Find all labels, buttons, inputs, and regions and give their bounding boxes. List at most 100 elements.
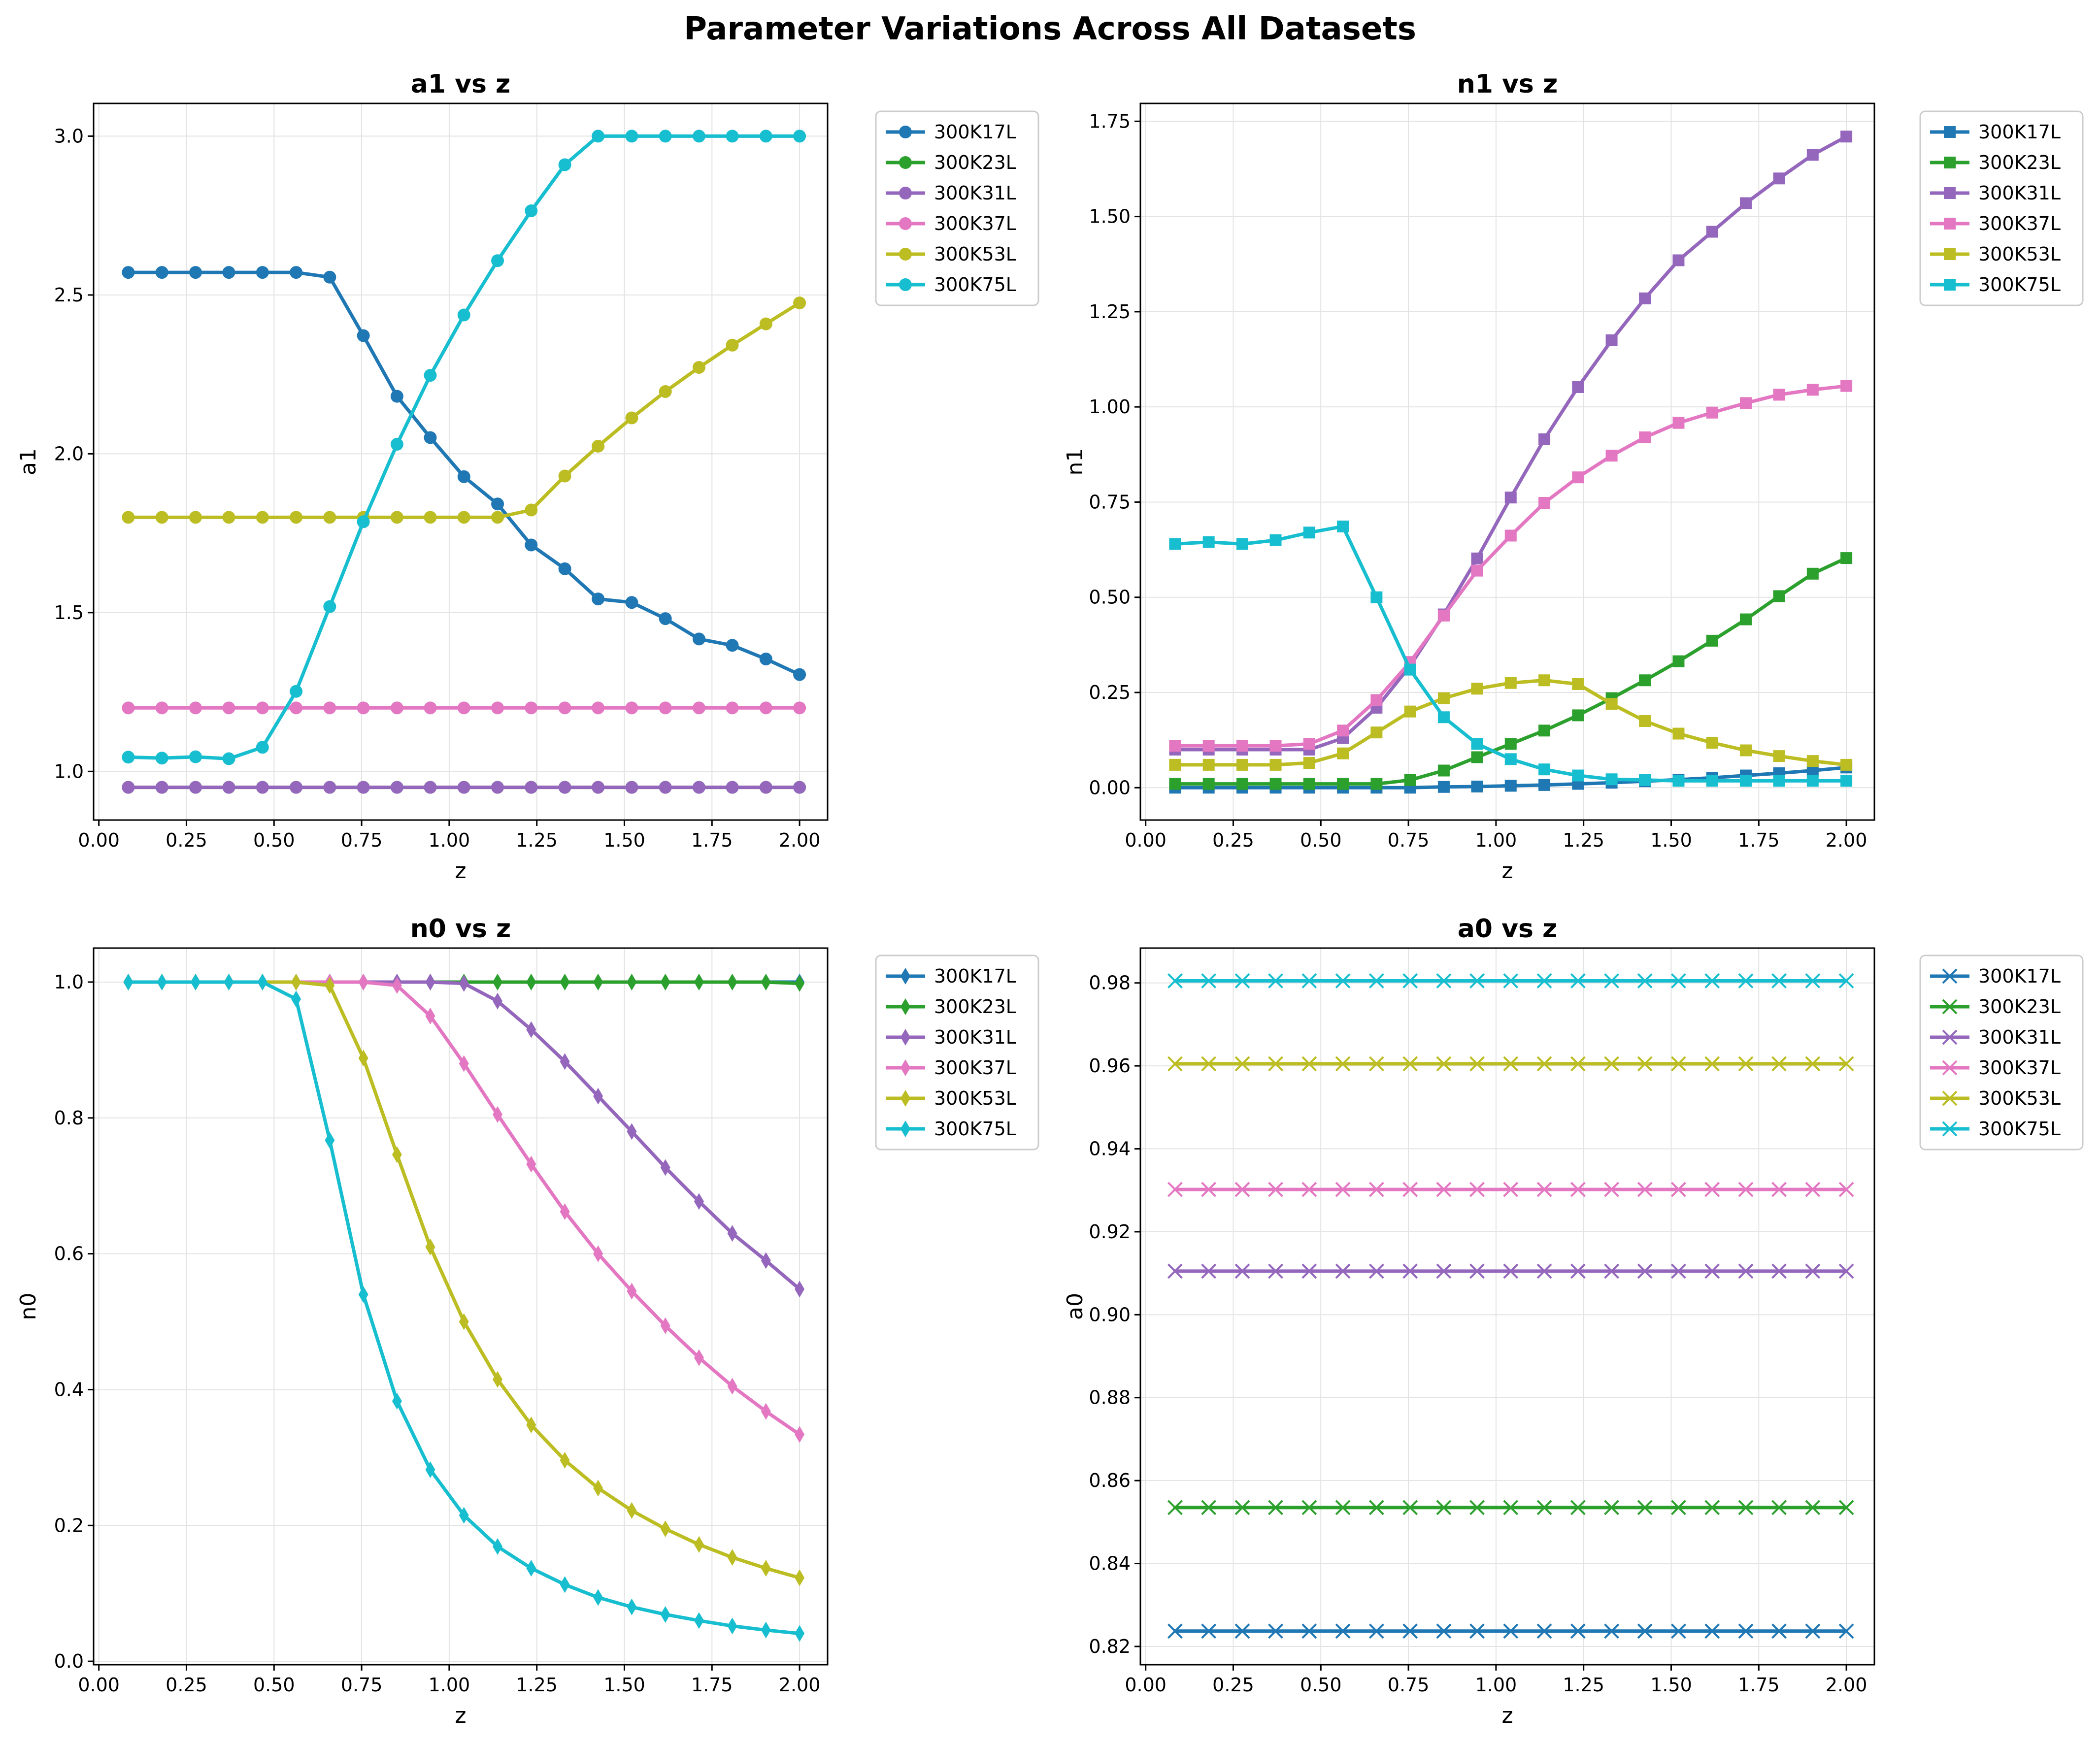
legend-marker bbox=[900, 998, 910, 1015]
data-point bbox=[493, 1371, 503, 1388]
x-axis-label: z bbox=[1501, 858, 1513, 884]
y-tick-label: 0.00 bbox=[1089, 777, 1131, 798]
x-tick-label: 1.75 bbox=[691, 1674, 733, 1696]
data-point bbox=[1202, 778, 1215, 790]
data-point bbox=[493, 1538, 503, 1555]
data-point bbox=[1368, 973, 1384, 988]
data-point bbox=[1169, 740, 1181, 752]
data-point bbox=[257, 973, 267, 990]
data-point bbox=[1604, 1263, 1620, 1279]
data-point bbox=[1471, 780, 1483, 792]
y-tick-label: 0.82 bbox=[1089, 1636, 1131, 1657]
data-point bbox=[1504, 529, 1517, 542]
data-point bbox=[290, 266, 303, 279]
data-point bbox=[1236, 538, 1248, 550]
y-tick-label: 0.94 bbox=[1089, 1138, 1131, 1160]
series-line bbox=[126, 980, 801, 1636]
series-300K37L bbox=[1169, 380, 1853, 752]
data-point bbox=[323, 600, 336, 613]
data-point bbox=[1167, 1500, 1183, 1515]
data-point bbox=[1672, 417, 1685, 429]
data-point bbox=[457, 511, 470, 524]
data-point bbox=[1672, 775, 1685, 787]
data-point bbox=[1469, 1500, 1485, 1515]
data-point bbox=[1536, 1263, 1552, 1279]
axes-frame bbox=[1139, 102, 1875, 821]
data-point bbox=[660, 1317, 670, 1334]
data-point bbox=[1706, 226, 1718, 238]
data-point bbox=[761, 1252, 771, 1269]
data-point bbox=[793, 130, 806, 143]
data-point bbox=[593, 1245, 603, 1262]
legend-marker bbox=[899, 248, 912, 261]
data-point bbox=[560, 1203, 570, 1220]
data-point bbox=[425, 1238, 435, 1255]
data-point bbox=[1536, 1182, 1552, 1197]
data-point bbox=[659, 385, 672, 398]
data-point bbox=[627, 1598, 637, 1615]
data-point bbox=[290, 511, 303, 524]
series-300K23L bbox=[1169, 552, 1853, 790]
data-point bbox=[659, 612, 672, 625]
data-point bbox=[659, 781, 672, 794]
data-point bbox=[1471, 738, 1483, 750]
data-point bbox=[189, 511, 202, 524]
legend-label: 300K53L bbox=[934, 243, 1016, 265]
data-point bbox=[357, 781, 370, 794]
legend-frame bbox=[875, 110, 1039, 306]
data-point bbox=[256, 741, 269, 754]
series-300K53L bbox=[1169, 674, 1853, 771]
data-point bbox=[189, 750, 202, 763]
legend-label: 300K31L bbox=[1978, 1026, 2061, 1048]
data-point bbox=[1739, 397, 1752, 409]
data-point bbox=[560, 1451, 570, 1469]
data-point bbox=[1503, 1263, 1519, 1279]
data-point bbox=[392, 977, 402, 994]
data-point bbox=[222, 511, 235, 524]
x-tick-label: 1.50 bbox=[1650, 829, 1692, 851]
data-point bbox=[1840, 775, 1853, 787]
data-point bbox=[491, 701, 504, 715]
y-tick-label: 0.75 bbox=[1089, 491, 1131, 513]
data-point bbox=[1234, 1056, 1250, 1072]
data-point bbox=[1234, 1182, 1250, 1197]
data-point bbox=[1538, 763, 1551, 776]
data-point bbox=[761, 1560, 771, 1577]
data-point bbox=[1840, 380, 1853, 392]
y-tick-label: 1.25 bbox=[1089, 301, 1131, 323]
data-point bbox=[1738, 1182, 1754, 1197]
data-point bbox=[525, 503, 538, 517]
chart-title: a0 vs z bbox=[1458, 914, 1558, 944]
data-point bbox=[1335, 1056, 1351, 1072]
data-point bbox=[726, 130, 739, 143]
legend-label: 300K31L bbox=[934, 182, 1016, 204]
data-point bbox=[692, 701, 705, 715]
series-300K53L bbox=[1167, 1056, 1854, 1072]
x-axis-label: z bbox=[455, 858, 466, 884]
data-point bbox=[795, 975, 805, 992]
data-point bbox=[593, 973, 603, 990]
data-point bbox=[457, 308, 470, 322]
data-point bbox=[1368, 1056, 1384, 1072]
data-point bbox=[727, 973, 737, 990]
data-point bbox=[290, 685, 303, 698]
data-point bbox=[1504, 753, 1517, 765]
data-point bbox=[1303, 778, 1315, 790]
data-point bbox=[123, 973, 133, 990]
legend-marker bbox=[900, 968, 910, 985]
legend-label: 300K23L bbox=[934, 152, 1016, 173]
y-tick-label: 0.86 bbox=[1089, 1470, 1131, 1491]
data-point bbox=[1840, 131, 1853, 143]
data-point bbox=[493, 973, 503, 990]
data-point bbox=[793, 701, 806, 715]
data-point bbox=[1201, 1263, 1217, 1279]
data-point bbox=[222, 701, 235, 715]
x-tick-label: 1.00 bbox=[1475, 829, 1517, 851]
data-point bbox=[1335, 1623, 1351, 1639]
data-point bbox=[1301, 1263, 1317, 1279]
legend-marker bbox=[899, 278, 912, 291]
data-point bbox=[1639, 715, 1651, 727]
data-point bbox=[1704, 1623, 1720, 1639]
